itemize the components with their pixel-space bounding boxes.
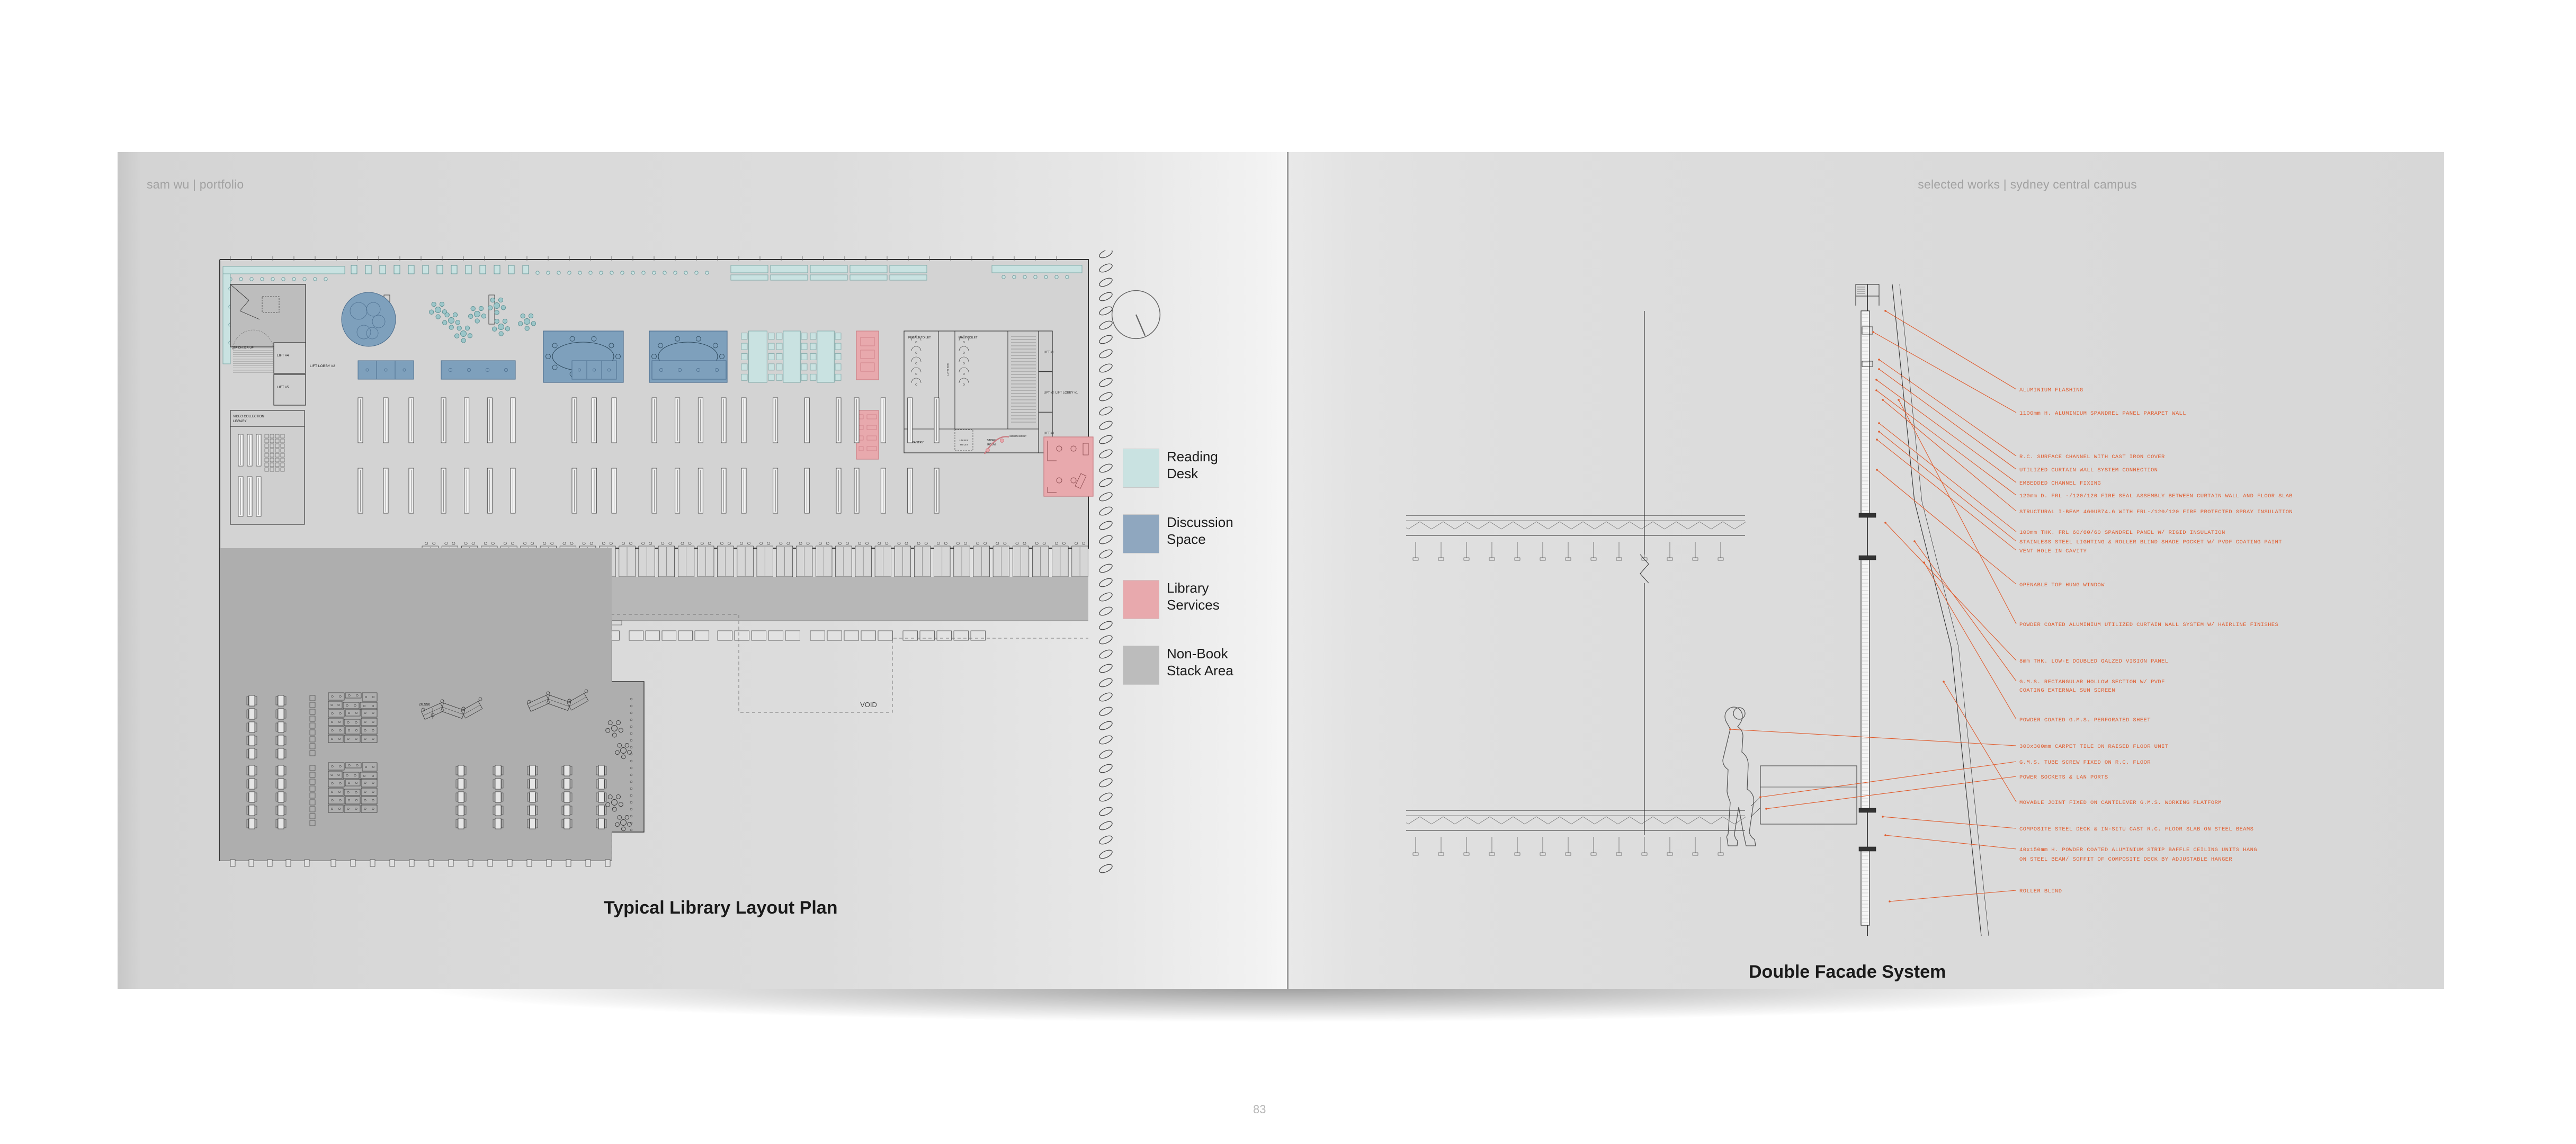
svg-text:LIFT #3: LIFT #3 — [1044, 432, 1054, 435]
svg-text:8mm THK. LOW-E DOUBLED GALZED: 8mm THK. LOW-E DOUBLED GALZED VISION PAN… — [2019, 658, 2168, 665]
svg-text:COATING EXTERNAL SUN SCREEN: COATING EXTERNAL SUN SCREEN — [2019, 687, 2115, 694]
svg-text:UTILIZED CURTAIN WALL SYSTEM C: UTILIZED CURTAIN WALL SYSTEM CONNECTION — [2019, 467, 2158, 473]
svg-text:LIFT LOBBY #2: LIFT LOBBY #2 — [310, 364, 335, 368]
svg-text:100mm THK. FRL 60/60/60 SPANDR: 100mm THK. FRL 60/60/60 SPANDREL PANEL W… — [2019, 530, 2225, 536]
svg-text:PIPE DUCT: PIPE DUCT — [946, 363, 949, 376]
svg-text:ALUMINIUM FLASHING: ALUMINIUM FLASHING — [2019, 387, 2083, 394]
svg-text:LIBRARY: LIBRARY — [233, 420, 247, 423]
svg-text:UNISEX: UNISEX — [959, 439, 968, 442]
svg-text:MALE TOILET: MALE TOILET — [959, 336, 978, 339]
svg-text:R.C. SURFACE CHANNEL WITH CAST: R.C. SURFACE CHANNEL WITH CAST IRON COVE… — [2019, 454, 2165, 460]
svg-text:40x150mm H. POWDER COATED ALUM: 40x150mm H. POWDER COATED ALUMINIUM STRI… — [2019, 847, 2257, 853]
svg-text:120mm D. FRL -/120/120 FIRE SE: 120mm D. FRL -/120/120 FIRE SEAL ASSEMBL… — [2019, 493, 2293, 499]
svg-text:LIFT #2: LIFT #2 — [1044, 391, 1054, 395]
svg-text:TOILET: TOILET — [960, 443, 968, 446]
svg-text:G.M.S. TUBE SCREW FIXED ON R.C: G.M.S. TUBE SCREW FIXED ON R.C. FLOOR — [2019, 759, 2151, 766]
svg-text:PANTRY: PANTRY — [912, 441, 924, 444]
svg-text:32R DN 32R UP: 32R DN 32R UP — [232, 346, 254, 350]
svg-text:POWDER COATED ALUMINIUM UTILIZ: POWDER COATED ALUMINIUM UTILIZED CURTAIN… — [2019, 622, 2278, 628]
svg-text:POWDER COATED G.M.S. PERFORATE: POWDER COATED G.M.S. PERFORATED SHEET — [2019, 717, 2151, 723]
svg-text:300x300mm CARPET TILE ON RAISE: 300x300mm CARPET TILE ON RAISED FLOOR UN… — [2019, 744, 2168, 750]
svg-text:ON STEEL BEAM/ SOFFIT OF COMPO: ON STEEL BEAM/ SOFFIT OF COMPOSITE DECK … — [2019, 856, 2232, 863]
svg-text:1100mm H. ALUMINIUM SPANDREL P: 1100mm H. ALUMINIUM SPANDREL PANEL PARAP… — [2019, 410, 2186, 417]
svg-text:32R DN 32R UP: 32R DN 32R UP — [1009, 435, 1026, 437]
svg-text:LIFT LOBBY #1: LIFT LOBBY #1 — [1056, 391, 1078, 395]
svg-text:ROLLER BLIND: ROLLER BLIND — [2019, 888, 2062, 895]
svg-text:VENT HOLE IN CAVITY: VENT HOLE IN CAVITY — [2019, 548, 2087, 555]
svg-text:COMPOSITE STEEL DECK & IN-SITU: COMPOSITE STEEL DECK & IN-SITU CAST R.C.… — [2019, 826, 2253, 833]
svg-text:POWER SOCKETS & LAN PORTS: POWER SOCKETS & LAN PORTS — [2019, 774, 2108, 781]
svg-text:LIFT #1: LIFT #1 — [1044, 351, 1054, 354]
svg-text:STRUCTURAL I-BEAM 460UB74.6 WI: STRUCTURAL I-BEAM 460UB74.6 WITH FRL-/12… — [2019, 509, 2293, 515]
svg-text:LIFT #5: LIFT #5 — [277, 386, 289, 389]
svg-text:STAINLESS STEEL LIGHTING & ROL: STAINLESS STEEL LIGHTING & ROLLER BLIND … — [2019, 539, 2282, 546]
svg-text:26.550: 26.550 — [419, 703, 431, 707]
svg-text:VOID: VOID — [860, 701, 877, 709]
svg-text:EMBEDDED CHANNEL FIXING: EMBEDDED CHANNEL FIXING — [2019, 480, 2101, 487]
svg-text:VIDEO COLLECTION: VIDEO COLLECTION — [233, 415, 264, 418]
svg-text:G.M.S. RECTANGULAR HOLLOW SECT: G.M.S. RECTANGULAR HOLLOW SECTION W/ PVD… — [2019, 679, 2165, 685]
svg-text:LIFT #4: LIFT #4 — [277, 354, 289, 358]
svg-text:OPENABLE TOP HUNG WINDOW: OPENABLE TOP HUNG WINDOW — [2019, 582, 2105, 588]
svg-text:MOVABLE JOINT FIXED ON CANTILE: MOVABLE JOINT FIXED ON CANTILEVER G.M.S.… — [2019, 800, 2222, 806]
